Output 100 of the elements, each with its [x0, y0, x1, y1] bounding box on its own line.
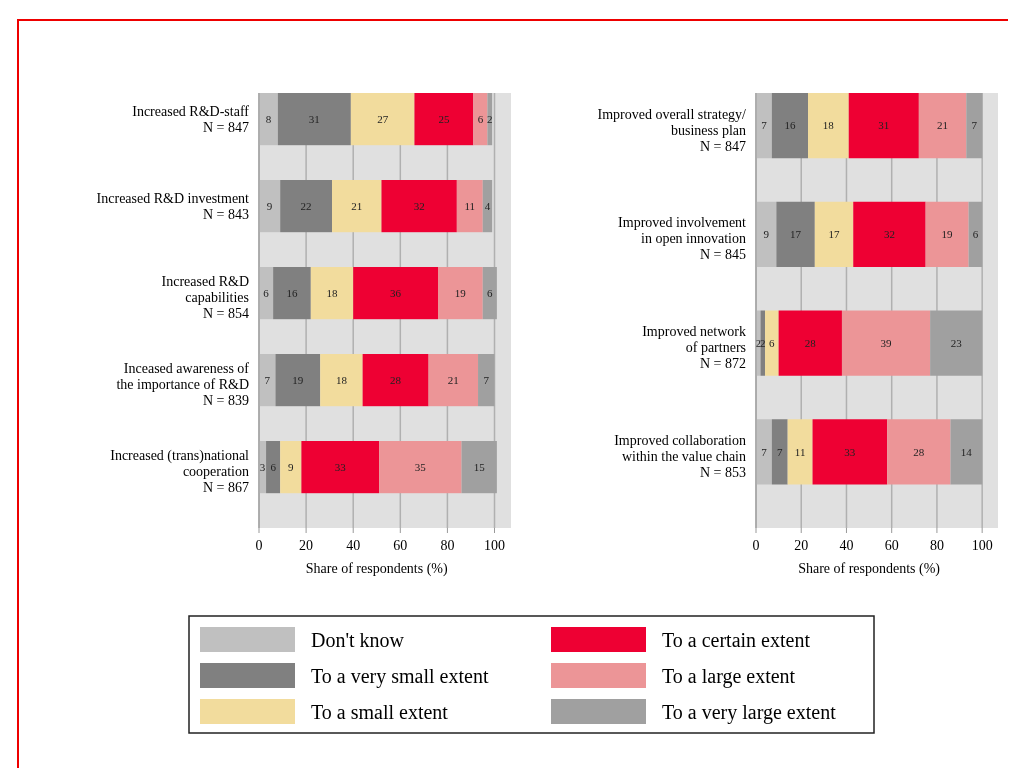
data-label: 6: [487, 286, 494, 299]
bar: [473, 93, 488, 146]
bar: [379, 441, 462, 494]
data-label: 6: [972, 228, 979, 241]
data-label: 28: [804, 336, 817, 349]
data-label: 7: [777, 445, 783, 458]
data-label: 27: [377, 112, 389, 125]
legend-label: To a very small extent: [311, 665, 489, 688]
data-label: 17: [828, 228, 841, 241]
bar: [437, 267, 483, 320]
bar: [776, 201, 815, 267]
bar: [487, 93, 493, 146]
data-label: 3: [259, 460, 266, 473]
bar: [853, 201, 926, 267]
data-label: 7: [483, 373, 490, 386]
bar: [332, 180, 382, 233]
y-tick-label: Improved overall strategy/ business plan N = 847: [597, 106, 747, 154]
legend-label: To a certain extent: [662, 629, 811, 651]
bar: [778, 310, 842, 376]
bar: [350, 93, 415, 146]
data-label: 33: [844, 445, 856, 458]
data-label: 4: [484, 199, 491, 212]
bar: [756, 201, 777, 267]
data-label: 2: [755, 336, 762, 349]
x-tick-label: 40: [839, 538, 854, 553]
data-label: 9: [288, 460, 295, 473]
bar: [381, 180, 457, 233]
data-label: 6: [477, 112, 484, 125]
y-tick-label: Increased R&D investment N = 843: [96, 191, 250, 222]
bar: [478, 354, 495, 407]
data-label: 6: [263, 286, 270, 299]
bar: [887, 419, 951, 485]
x-tick-label: 100: [971, 538, 993, 553]
data-label: 7: [264, 373, 271, 386]
bar: [277, 93, 351, 146]
bar: [756, 419, 772, 485]
x-tick-label: 0: [752, 538, 760, 553]
data-label: 7: [761, 445, 768, 458]
data-label: 21: [937, 119, 949, 132]
bar: [353, 267, 438, 320]
data-label: 18: [326, 286, 339, 299]
y-tick-label: Inceased awareness of the importance of R&D N = 839: [116, 361, 250, 408]
bar: [814, 201, 854, 267]
bar: [771, 419, 788, 485]
y-tick-label: Improved network of partners N = 872: [642, 324, 746, 372]
bar: [280, 441, 302, 494]
x-tick-label: 80: [440, 538, 455, 553]
data-label: 2: [487, 112, 493, 125]
data-label: 21: [351, 199, 363, 212]
data-label: 16: [286, 286, 298, 299]
bar: [482, 267, 497, 320]
data-label: 11: [794, 445, 806, 458]
bar: [950, 419, 983, 485]
bar: [848, 93, 919, 159]
data-label: 8: [265, 112, 272, 125]
bar: [301, 441, 380, 494]
data-label: 19: [292, 373, 304, 386]
bar: [765, 310, 779, 376]
data-label: 28: [913, 445, 925, 458]
x-tick-label: 40: [346, 538, 361, 553]
x-axis-title: Share of respondents (%): [798, 561, 941, 577]
data-label: 33: [334, 460, 347, 473]
y-tick-label: Increased (trans)national cooperation N = 867: [110, 448, 250, 495]
x-tick-label: 60: [393, 538, 408, 553]
data-label: 31: [308, 112, 320, 125]
legend-label: To a small extent: [311, 701, 449, 723]
data-label: 18: [335, 373, 348, 386]
bar: [428, 354, 479, 407]
bar: [756, 93, 772, 159]
data-label: 35: [414, 460, 427, 473]
x-tick-label: 0: [255, 538, 263, 553]
data-label: 31: [878, 119, 890, 132]
y-tick-label: Increased R&D capabilities N = 854: [161, 274, 249, 321]
data-label: 25: [438, 112, 450, 125]
y-tick-label: Improved involvement in open innovation N = 845: [618, 215, 747, 263]
bar: [259, 180, 281, 233]
data-label: 15: [473, 460, 486, 473]
bar: [918, 93, 967, 159]
bar: [968, 201, 983, 267]
bar: [812, 419, 888, 485]
data-label: 32: [413, 199, 425, 212]
x-tick-label: 20: [794, 538, 809, 553]
data-label: 2: [760, 336, 766, 349]
bar: [310, 267, 354, 320]
bar: [461, 441, 497, 494]
data-label: 18: [822, 119, 835, 132]
bar: [925, 201, 969, 267]
x-axis-title: Share of respondents (%): [305, 561, 449, 577]
bar: [362, 354, 429, 407]
bar: [266, 441, 281, 494]
data-label: 21: [447, 373, 459, 386]
bar: [930, 310, 983, 376]
y-tick-label: Increased R&D-staff N = 847: [132, 104, 250, 135]
data-label: 19: [941, 228, 954, 241]
data-label: 14: [960, 445, 973, 458]
data-label: 6: [769, 336, 776, 349]
legend-label: To a very large extent: [662, 701, 837, 724]
legend-label: Don't know: [311, 629, 405, 651]
data-label: 7: [761, 119, 768, 132]
bar: [456, 180, 483, 233]
